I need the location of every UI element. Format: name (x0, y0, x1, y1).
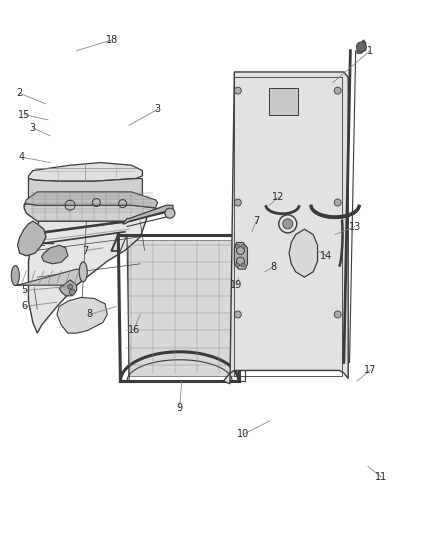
Polygon shape (15, 269, 85, 285)
Polygon shape (18, 221, 46, 256)
Text: 10: 10 (237, 430, 249, 439)
Text: 5: 5 (21, 286, 27, 295)
Polygon shape (28, 195, 147, 333)
Text: 17: 17 (364, 366, 376, 375)
Text: 14: 14 (320, 251, 332, 261)
Text: 8: 8 (87, 310, 93, 319)
Text: 15: 15 (18, 110, 30, 119)
Circle shape (234, 199, 241, 206)
Text: 3: 3 (155, 104, 161, 114)
Circle shape (334, 311, 341, 318)
Circle shape (165, 208, 175, 218)
Text: 12: 12 (272, 192, 284, 202)
Circle shape (334, 87, 341, 94)
Ellipse shape (79, 262, 87, 282)
Text: 13: 13 (349, 222, 361, 231)
Text: 8: 8 (271, 262, 277, 271)
Circle shape (241, 263, 245, 267)
Polygon shape (128, 240, 238, 376)
Circle shape (235, 263, 240, 267)
Text: 7: 7 (253, 216, 259, 226)
Text: 2: 2 (17, 88, 23, 98)
Circle shape (234, 311, 241, 318)
Polygon shape (28, 163, 142, 181)
Polygon shape (59, 280, 77, 296)
Polygon shape (269, 88, 298, 115)
Text: 16: 16 (127, 326, 140, 335)
Text: 6: 6 (21, 302, 27, 311)
Circle shape (334, 199, 341, 206)
Circle shape (67, 284, 73, 289)
Polygon shape (42, 245, 68, 264)
Text: 3: 3 (30, 123, 36, 133)
Polygon shape (223, 72, 348, 384)
Text: 9: 9 (177, 403, 183, 413)
Circle shape (357, 42, 366, 52)
Text: 19: 19 (230, 280, 243, 290)
Text: 7: 7 (82, 246, 88, 255)
Circle shape (235, 244, 240, 248)
Circle shape (241, 244, 245, 248)
Text: 11: 11 (375, 472, 387, 482)
Polygon shape (234, 243, 247, 269)
Text: 18: 18 (106, 35, 118, 45)
Circle shape (234, 87, 241, 94)
Polygon shape (357, 40, 366, 53)
Circle shape (69, 289, 75, 295)
Polygon shape (123, 205, 173, 224)
Ellipse shape (11, 265, 19, 286)
Text: 1: 1 (367, 46, 373, 55)
Polygon shape (57, 297, 107, 333)
Polygon shape (24, 192, 158, 208)
Text: 4: 4 (19, 152, 25, 162)
Polygon shape (28, 179, 142, 205)
Circle shape (283, 219, 293, 229)
Polygon shape (289, 229, 318, 277)
Polygon shape (24, 204, 158, 221)
